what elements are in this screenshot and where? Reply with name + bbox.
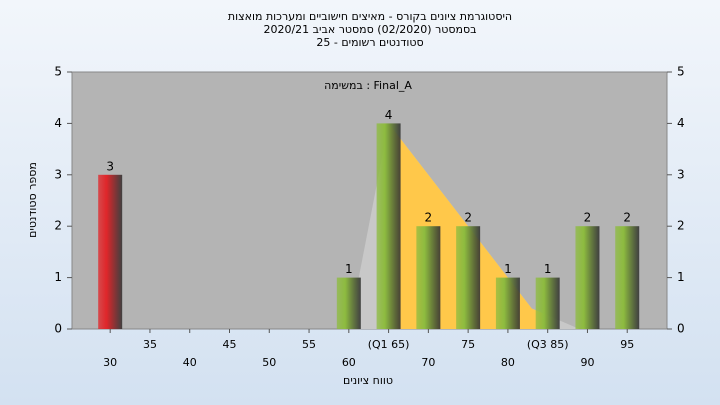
y-tick-label: 5 [54,65,62,79]
y2-tick-label: 1 [677,270,685,284]
x-tick-label: 80 [501,356,515,369]
y-tick-label: 1 [54,270,62,284]
bar [456,226,481,329]
y-tick-label: 3 [54,167,62,181]
y-tick-label: 4 [54,116,62,130]
y-axis-label: מספר סטודנטים [26,162,39,238]
value-label: 2 [584,211,592,225]
x-tick-label: (Q3 85) [527,338,569,351]
title-line: סטודנטים רשומים - 25 [316,36,423,49]
value-label: 2 [623,211,631,225]
value-label: 1 [504,262,512,276]
x-axis-label: טווח ציונים [343,374,393,387]
x-tick-label: 40 [183,356,197,369]
value-label: 3 [106,159,114,173]
x-tick-label: 95 [620,338,634,351]
value-label: 4 [385,108,393,122]
title-line: בסמסטר (02/2020) סמסטר אביב 2020/21 [263,23,476,36]
y2-tick-label: 4 [677,116,685,130]
y2-tick-label: 2 [677,219,685,233]
title-line: היסטוגרמת ציונים בקורס - מאיצים חישוביים… [228,10,512,23]
x-tick-label: 70 [421,356,435,369]
bar [416,226,441,329]
bar [495,277,520,329]
bar [615,226,640,329]
y-tick-label: 0 [54,322,62,336]
x-tick-label: 90 [580,356,594,369]
annotation: במשימה : Final_A [324,79,412,92]
y2-tick-label: 3 [677,167,685,181]
x-tick-label: 35 [143,338,157,351]
bar [336,277,361,329]
value-label: 2 [464,211,472,225]
x-tick-label: 45 [223,338,237,351]
x-tick-label: 75 [461,338,475,351]
value-label: 1 [345,262,353,276]
bar [575,226,600,329]
y2-tick-label: 0 [677,322,685,336]
x-tick-label: 60 [342,356,356,369]
bar [535,277,560,329]
x-tick-label: (Q1 65) [368,338,410,351]
bar [376,123,401,330]
y2-tick-label: 5 [677,65,685,79]
x-tick-label: 30 [103,356,117,369]
bar [98,174,123,329]
value-label: 1 [544,262,552,276]
x-tick-label: 55 [302,338,316,351]
value-label: 2 [425,211,433,225]
x-tick-label: 50 [262,356,276,369]
y-tick-label: 2 [54,219,62,233]
